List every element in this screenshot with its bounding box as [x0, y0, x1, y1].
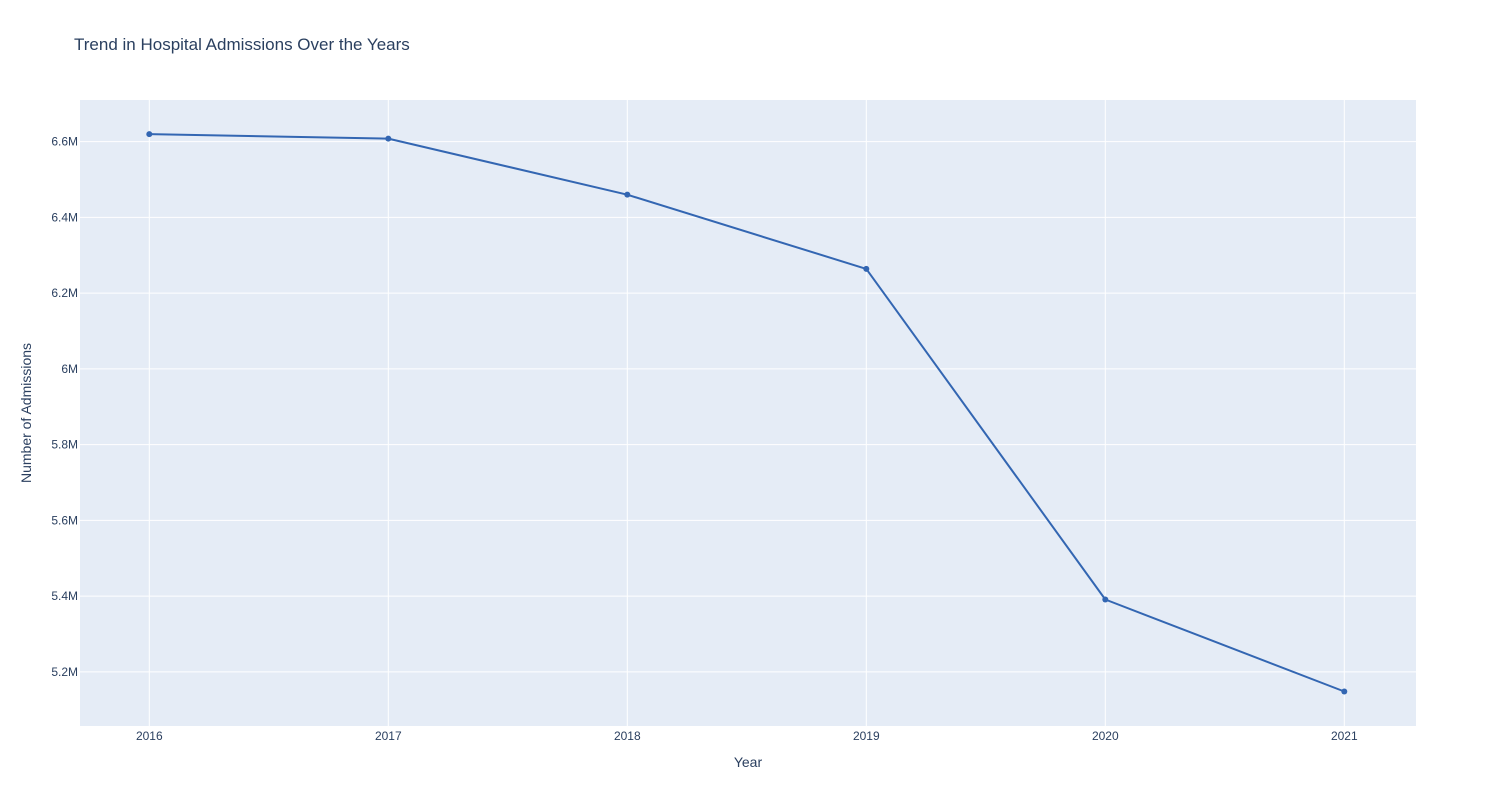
chart-title: Trend in Hospital Admissions Over the Ye… — [74, 35, 410, 54]
y-tick-label: 6.4M — [51, 210, 78, 224]
y-tick-label: 5.2M — [51, 665, 78, 679]
y-tick-label: 6.2M — [51, 286, 78, 300]
series-layer — [146, 131, 1348, 695]
x-tick-label: 2020 — [1092, 729, 1119, 743]
x-gridlines — [148, 100, 1345, 726]
y-tick-label: 6.6M — [51, 135, 78, 149]
data-point[interactable] — [385, 135, 392, 142]
y-tick-label: 5.8M — [51, 438, 78, 452]
x-tick-label: 2019 — [853, 729, 880, 743]
data-point[interactable] — [863, 265, 870, 272]
data-point[interactable] — [1102, 596, 1109, 603]
y-tick-label: 5.4M — [51, 589, 78, 603]
x-axis-title: Year — [734, 754, 763, 770]
x-axis-ticks: 2016 2017 2018 2019 2020 2021 — [136, 729, 1358, 743]
x-tick-label: 2016 — [136, 729, 163, 743]
y-axis-title: Number of Admissions — [18, 343, 34, 483]
data-point[interactable] — [1341, 688, 1348, 695]
y-gridlines — [80, 141, 1416, 673]
y-tick-label: 5.6M — [51, 513, 78, 527]
data-point[interactable] — [146, 131, 153, 138]
y-axis-ticks: 5.2M 5.4M 5.6M 5.8M 6M 6.2M 6.4M 6.6M — [51, 135, 78, 679]
data-point[interactable] — [624, 191, 631, 198]
x-tick-label: 2017 — [375, 729, 402, 743]
y-tick-label: 6M — [61, 362, 78, 376]
x-tick-label: 2018 — [614, 729, 641, 743]
series-line — [149, 133, 1345, 693]
x-tick-label: 2021 — [1331, 729, 1358, 743]
plot-area — [80, 100, 1416, 726]
